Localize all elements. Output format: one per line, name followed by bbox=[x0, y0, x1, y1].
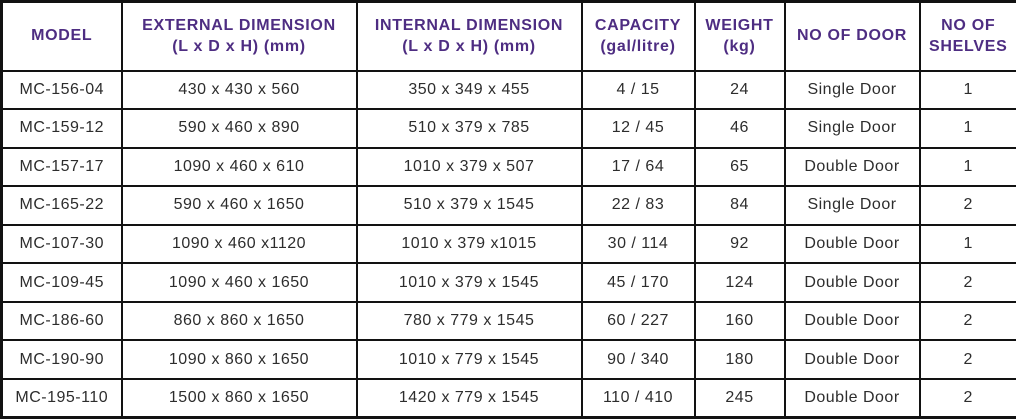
cell-capacity: 45 / 170 bbox=[580, 262, 696, 303]
cell-no-of-shelves: 1 bbox=[918, 69, 1016, 111]
cell-capacity: 17 / 64 bbox=[580, 146, 696, 188]
cell-capacity: 90 / 340 bbox=[580, 339, 696, 380]
header-label: EXTERNAL DIMENSION bbox=[142, 16, 336, 34]
cell-internal-dimension: 1010 x 379 x1015 bbox=[355, 223, 583, 265]
cell-no-of-shelves: 2 bbox=[918, 377, 1016, 419]
header-sublabel: (gal/litre) bbox=[600, 38, 676, 56]
cell-weight: 24 bbox=[693, 69, 786, 111]
header-cell-capacity: CAPACITY (gal/litre) bbox=[580, 0, 696, 72]
cell-model: MC-157-17 bbox=[0, 146, 123, 188]
cell-internal-dimension: 1010 x 379 x 1545 bbox=[355, 262, 583, 303]
cell-capacity: 22 / 83 bbox=[580, 185, 696, 226]
cell-external-dimension: 860 x 860 x 1650 bbox=[120, 300, 358, 342]
table-row: MC-109-45 1090 x 460 x 1650 1010 x 379 x… bbox=[0, 262, 1016, 303]
cell-external-dimension: 1090 x 460 x 1650 bbox=[120, 262, 358, 303]
cell-no-of-shelves: 2 bbox=[918, 300, 1016, 342]
cell-model: MC-109-45 bbox=[0, 262, 123, 303]
table-row: MC-107-30 1090 x 460 x1120 1010 x 379 x1… bbox=[0, 223, 1016, 265]
cell-capacity: 4 / 15 bbox=[580, 69, 696, 111]
table-row: MC-157-17 1090 x 460 x 610 1010 x 379 x … bbox=[0, 146, 1016, 188]
cell-no-of-shelves: 2 bbox=[918, 339, 1016, 380]
table-row: MC-190-90 1090 x 860 x 1650 1010 x 779 x… bbox=[0, 339, 1016, 380]
cell-no-of-door: Double Door bbox=[783, 146, 921, 188]
cell-external-dimension: 1090 x 460 x 610 bbox=[120, 146, 358, 188]
cell-no-of-door: Single Door bbox=[783, 108, 921, 149]
header-row: MODEL EXTERNAL DIMENSION (L x D x H) (mm… bbox=[0, 0, 1016, 72]
cell-capacity: 12 / 45 bbox=[580, 108, 696, 149]
header-cell-model: MODEL bbox=[0, 0, 123, 72]
header-label: WEIGHT bbox=[705, 16, 774, 34]
table-header: MODEL EXTERNAL DIMENSION (L x D x H) (mm… bbox=[0, 0, 1016, 72]
header-cell-no-of-shelves: NO OF SHELVES bbox=[918, 0, 1016, 72]
cell-no-of-shelves: 1 bbox=[918, 146, 1016, 188]
cell-external-dimension: 590 x 460 x 890 bbox=[120, 108, 358, 149]
cell-no-of-shelves: 2 bbox=[918, 185, 1016, 226]
cell-weight: 245 bbox=[693, 377, 786, 419]
header-sublabel: (L x D x H) (mm) bbox=[172, 38, 306, 56]
cell-no-of-door: Double Door bbox=[783, 223, 921, 265]
table-row: MC-159-12 590 x 460 x 890 510 x 379 x 78… bbox=[0, 108, 1016, 149]
cell-capacity: 110 / 410 bbox=[580, 377, 696, 419]
cell-model: MC-107-30 bbox=[0, 223, 123, 265]
header-label: INTERNAL DIMENSION bbox=[374, 16, 564, 34]
header-label: NO OF SHELVES bbox=[929, 16, 1008, 56]
cell-no-of-shelves: 2 bbox=[918, 262, 1016, 303]
table-row: MC-195-110 1500 x 860 x 1650 1420 x 779 … bbox=[0, 377, 1016, 419]
cell-external-dimension: 590 x 460 x 1650 bbox=[120, 185, 358, 226]
cell-internal-dimension: 510 x 379 x 1545 bbox=[355, 185, 583, 226]
header-cell-external-dimension: EXTERNAL DIMENSION (L x D x H) (mm) bbox=[120, 0, 358, 72]
cell-external-dimension: 1090 x 860 x 1650 bbox=[120, 339, 358, 380]
header-label: NO OF DOOR bbox=[796, 27, 908, 45]
cell-weight: 84 bbox=[693, 185, 786, 226]
cell-internal-dimension: 1010 x 379 x 507 bbox=[355, 146, 583, 188]
cell-no-of-door: Double Door bbox=[783, 377, 921, 419]
cell-no-of-door: Double Door bbox=[783, 300, 921, 342]
cell-model: MC-159-12 bbox=[0, 108, 123, 149]
cell-no-of-door: Double Door bbox=[783, 339, 921, 380]
cell-internal-dimension: 1010 x 779 x 1545 bbox=[355, 339, 583, 380]
cell-capacity: 60 / 227 bbox=[580, 300, 696, 342]
cell-internal-dimension: 350 x 349 x 455 bbox=[355, 69, 583, 111]
cell-no-of-door: Double Door bbox=[783, 262, 921, 303]
cell-weight: 124 bbox=[693, 262, 786, 303]
cell-weight: 180 bbox=[693, 339, 786, 380]
header-label: MODEL bbox=[31, 27, 93, 45]
header-cell-weight: WEIGHT (kg) bbox=[693, 0, 786, 72]
cell-model: MC-156-04 bbox=[0, 69, 123, 111]
cell-no-of-door: Single Door bbox=[783, 185, 921, 226]
cell-no-of-shelves: 1 bbox=[918, 223, 1016, 265]
header-cell-no-of-door: NO OF DOOR bbox=[783, 0, 921, 72]
header-label: CAPACITY bbox=[594, 16, 682, 34]
cell-internal-dimension: 510 x 379 x 785 bbox=[355, 108, 583, 149]
cell-internal-dimension: 1420 x 779 x 1545 bbox=[355, 377, 583, 419]
cell-weight: 92 bbox=[693, 223, 786, 265]
cell-weight: 46 bbox=[693, 108, 786, 149]
cell-internal-dimension: 780 x 779 x 1545 bbox=[355, 300, 583, 342]
cell-capacity: 30 / 114 bbox=[580, 223, 696, 265]
cell-no-of-door: Single Door bbox=[783, 69, 921, 111]
header-sublabel: (kg) bbox=[723, 38, 756, 56]
cell-no-of-shelves: 1 bbox=[918, 108, 1016, 149]
cell-external-dimension: 1090 x 460 x1120 bbox=[120, 223, 358, 265]
table-body: MC-156-04 430 x 430 x 560 350 x 349 x 45… bbox=[0, 69, 1016, 419]
cell-external-dimension: 430 x 430 x 560 bbox=[120, 69, 358, 111]
cell-weight: 65 bbox=[693, 146, 786, 188]
cell-model: MC-165-22 bbox=[0, 185, 123, 226]
table-row: MC-186-60 860 x 860 x 1650 780 x 779 x 1… bbox=[0, 300, 1016, 342]
cell-model: MC-186-60 bbox=[0, 300, 123, 342]
header-sublabel: (L x D x H) (mm) bbox=[402, 38, 536, 56]
cell-model: MC-190-90 bbox=[0, 339, 123, 380]
cell-weight: 160 bbox=[693, 300, 786, 342]
cell-external-dimension: 1500 x 860 x 1650 bbox=[120, 377, 358, 419]
cell-model: MC-195-110 bbox=[0, 377, 123, 419]
table-row: MC-165-22 590 x 460 x 1650 510 x 379 x 1… bbox=[0, 185, 1016, 226]
table-row: MC-156-04 430 x 430 x 560 350 x 349 x 45… bbox=[0, 69, 1016, 111]
header-cell-internal-dimension: INTERNAL DIMENSION (L x D x H) (mm) bbox=[355, 0, 583, 72]
